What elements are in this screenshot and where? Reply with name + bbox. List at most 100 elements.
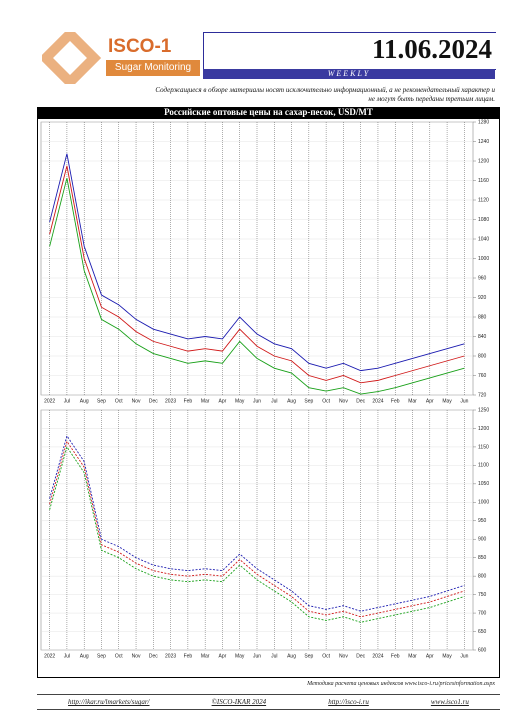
y-tick-label: 800 xyxy=(478,353,487,359)
x-tick-label: Oct xyxy=(322,398,330,404)
x-tick-label: Jun xyxy=(460,398,468,404)
footer-copyright: ©ISCO-IKAR 2024 xyxy=(211,698,267,706)
charts: 720 760 800 840 880 920 960 1000 1040 1080 1120 116… xyxy=(37,118,500,678)
x-tick-label: Feb xyxy=(184,653,193,659)
chart-title: Российские оптовые цены на сахар-песок, … xyxy=(37,107,500,118)
x-tick-label: 2023 xyxy=(165,398,176,404)
x-tick-label: Nov xyxy=(132,398,141,404)
x-tick-label: Apr xyxy=(219,653,227,659)
x-tick-label: Aug xyxy=(80,398,89,404)
y-tick-label: 1040 xyxy=(478,236,489,242)
x-tick-label: Mar xyxy=(201,398,210,404)
x-tick-label: May xyxy=(442,398,452,404)
y-tick-label: 1000 xyxy=(478,256,489,262)
x-tick-label: Apr xyxy=(219,398,227,404)
x-tick-label: Sep xyxy=(304,398,313,404)
series-line xyxy=(49,177,465,395)
y-tick-label: 880 xyxy=(478,314,487,320)
y-tick-label: 760 xyxy=(478,373,487,379)
x-tick-label: Jul xyxy=(271,398,277,404)
y-tick-label: 1050 xyxy=(478,481,489,487)
x-tick-label: Mar xyxy=(408,398,417,404)
logo-title: ISCO-1 xyxy=(108,36,172,57)
method-note: Методика расчета ценовых индексов www.is… xyxy=(307,681,495,687)
x-tick-label: Nov xyxy=(339,398,348,404)
y-tick-label: 800 xyxy=(478,573,487,579)
y-tick-label: 1150 xyxy=(478,444,489,450)
x-tick-label: 2022 xyxy=(44,398,55,404)
footer-link[interactable]: http://ikar.ru/lmarkets/sugar/ xyxy=(68,698,150,706)
x-tick-label: Aug xyxy=(80,653,89,659)
y-tick-label: 960 xyxy=(478,275,487,281)
x-tick-label: May xyxy=(442,653,452,659)
footer-link[interactable]: www.isco1.ru xyxy=(430,698,469,706)
footer: http://ikar.ru/lmarkets/sugar/ ©ISCO-IKA… xyxy=(37,694,500,710)
x-tick-label: Sep xyxy=(97,398,106,404)
x-tick-label: 2023 xyxy=(165,653,176,659)
frame xyxy=(37,118,500,678)
x-tick-label: Dec xyxy=(356,398,365,404)
x-tick-label: 2024 xyxy=(372,653,383,659)
report-date: 11.06.2024 xyxy=(371,34,492,64)
x-tick-label: Oct xyxy=(322,653,330,659)
x-tick-label: Oct xyxy=(115,398,123,404)
y-tick-label: 900 xyxy=(478,537,487,543)
x-tick-label: Sep xyxy=(304,653,313,659)
x-tick-label: 2024 xyxy=(372,398,383,404)
y-tick-label: 720 xyxy=(478,392,487,398)
x-tick-label: Dec xyxy=(149,398,158,404)
x-tick-label: Feb xyxy=(391,653,400,659)
x-tick-label: Apr xyxy=(426,653,434,659)
y-tick-label: 850 xyxy=(478,555,487,561)
x-tick-label: Dec xyxy=(356,653,365,659)
y-tick-label: 1240 xyxy=(478,139,489,145)
y-tick-label: 1200 xyxy=(478,426,489,432)
footer-link[interactable]: http://isco-i.ru xyxy=(328,698,369,706)
y-tick-label: 1000 xyxy=(478,500,489,506)
y-tick-label: 840 xyxy=(478,334,487,340)
y-tick-label: 750 xyxy=(478,592,487,598)
logo-icon xyxy=(38,26,102,90)
y-tick-label: 600 xyxy=(478,647,487,653)
x-tick-label: Oct xyxy=(115,653,123,659)
x-tick-label: Aug xyxy=(287,398,296,404)
x-tick-label: Mar xyxy=(201,653,210,659)
y-tick-label: 1250 xyxy=(478,407,489,413)
series-line xyxy=(49,165,465,384)
x-tick-label: Aug xyxy=(287,653,296,659)
x-tick-label: Dec xyxy=(149,653,158,659)
x-tick-label: May xyxy=(235,653,245,659)
series-line xyxy=(49,434,465,612)
x-tick-label: Mar xyxy=(408,653,417,659)
x-tick-label: Feb xyxy=(184,398,193,404)
x-tick-label: Jul xyxy=(271,653,277,659)
x-tick-label: Nov xyxy=(339,653,348,659)
y-tick-label: 1100 xyxy=(478,463,489,469)
x-tick-label: Sep xyxy=(97,653,106,659)
y-tick-label: 1120 xyxy=(478,197,489,203)
y-tick-label: 950 xyxy=(478,518,487,524)
series-line xyxy=(49,153,465,372)
y-tick-label: 700 xyxy=(478,610,487,616)
series-line xyxy=(49,445,465,623)
x-tick-label: Jun xyxy=(460,653,468,659)
series-line xyxy=(49,440,465,618)
y-tick-label: 650 xyxy=(478,629,487,635)
y-tick-label: 1280 xyxy=(478,119,489,125)
x-tick-label: Jun xyxy=(253,398,261,404)
y-tick-label: 920 xyxy=(478,295,487,301)
x-tick-label: Feb xyxy=(391,398,400,404)
x-tick-label: 2022 xyxy=(44,653,55,659)
period: WEEKLY xyxy=(203,69,495,79)
x-tick-label: May xyxy=(235,398,245,404)
y-tick-label: 1200 xyxy=(478,158,489,164)
x-tick-label: Jul xyxy=(64,398,70,404)
y-tick-label: 1080 xyxy=(478,217,489,223)
x-tick-label: Jun xyxy=(253,653,261,659)
logo xyxy=(38,26,200,90)
x-tick-label: Nov xyxy=(132,653,141,659)
x-tick-label: Apr xyxy=(426,398,434,404)
disclaimer: Содержащиеся в обзоре материалы носят ис… xyxy=(155,86,495,103)
y-tick-label: 1160 xyxy=(478,178,489,184)
